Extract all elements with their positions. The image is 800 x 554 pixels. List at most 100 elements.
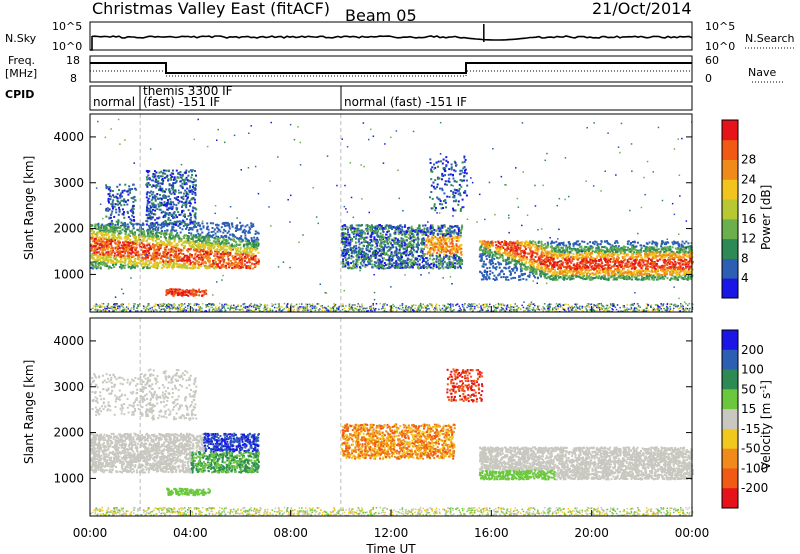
heatmap-cell: [374, 229, 377, 232]
heatmap-cell: [107, 242, 110, 245]
heatmap-cell: [395, 252, 398, 255]
heatmap-cell: [187, 248, 190, 251]
heatmap-cell: [350, 267, 353, 270]
heatmap-cell: [191, 209, 194, 212]
heatmap-cell: [441, 236, 444, 239]
heatmap-cell: [119, 227, 121, 230]
heatmap-cell: [400, 258, 403, 260]
heatmap-cell: [463, 179, 465, 182]
heatmap-cell: [187, 291, 190, 293]
heatmap-cell: [168, 259, 171, 262]
heatmap-cell: [155, 244, 158, 247]
heatmap-cell: [442, 267, 445, 270]
heatmap-cell: [423, 229, 425, 232]
heatmap-cell: [458, 183, 461, 186]
heatmap-cell: [191, 264, 194, 267]
heatmap-cell: [127, 251, 129, 254]
heatmap-cell: [401, 261, 404, 263]
heatmap-cell: [101, 249, 104, 252]
heatmap-cell: [343, 250, 346, 253]
heatmap-cell: [142, 234, 145, 237]
heatmap-cell: [168, 191, 171, 193]
heatmap-cell: [175, 196, 178, 199]
heatmap-cell: [420, 249, 423, 251]
heatmap-cell: [111, 210, 114, 213]
heatmap-cell: [105, 251, 108, 254]
heatmap-cell: [365, 247, 368, 250]
heatmap-cell: [414, 231, 417, 233]
heatmap-cell: [118, 232, 121, 235]
heatmap-cell: [425, 234, 428, 236]
heatmap-cell: [360, 253, 363, 256]
heatmap-cell: [187, 228, 190, 231]
heatmap-cell: [194, 248, 197, 251]
heatmap-cell: [163, 190, 166, 193]
heatmap-cell: [227, 242, 230, 245]
heatmap-cell: [429, 266, 432, 269]
heatmap-cell: [174, 249, 177, 252]
heatmap-cell: [138, 244, 141, 247]
heatmap-cell: [102, 227, 105, 230]
heatmap-cell: [240, 240, 243, 243]
heatmap-cell: [210, 264, 213, 267]
heatmap-cell: [155, 178, 158, 181]
heatmap-cell: [232, 258, 235, 261]
heatmap-cell: [364, 265, 367, 268]
heatmap-cell: [137, 236, 140, 239]
heatmap-cell: [380, 248, 383, 251]
heatmap-cell: [185, 206, 188, 209]
heatmap-cell: [369, 256, 372, 259]
heatmap-cell: [124, 230, 127, 233]
heatmap-cell: [164, 213, 167, 216]
heatmap-cell: [257, 258, 260, 261]
heatmap-cell: [361, 229, 363, 232]
heatmap-cell: [447, 245, 449, 248]
heatmap-cell: [101, 251, 104, 254]
heatmap-cell: [391, 254, 394, 257]
heatmap-cell: [384, 243, 387, 246]
heatmap-cell: [179, 255, 182, 258]
heatmap-cell: [353, 235, 355, 238]
heatmap-cell: [154, 265, 157, 268]
heatmap-cell: [202, 249, 205, 251]
heatmap-cell: [352, 256, 355, 259]
heatmap-cell: [394, 261, 397, 264]
heatmap-cell: [129, 230, 132, 233]
heatmap-cell: [126, 190, 129, 193]
heatmap-cell: [435, 260, 438, 263]
heatmap-cell: [148, 226, 151, 229]
heatmap-cell: [428, 264, 431, 267]
heatmap-cell: [452, 209, 455, 212]
heatmap-cell: [113, 262, 116, 264]
heatmap-cell: [250, 257, 253, 260]
heatmap-cell: [181, 210, 183, 213]
heatmap-cell: [155, 180, 158, 183]
heatmap-cell: [181, 257, 184, 260]
heatmap-cell: [342, 233, 345, 235]
heatmap-cell: [249, 243, 252, 246]
heatmap-cell: [370, 244, 372, 247]
heatmap-cell: [183, 247, 186, 250]
freq-label-2: [MHz]: [5, 67, 37, 80]
heatmap-cell: [190, 216, 193, 219]
heatmap-cell: [456, 266, 459, 269]
heatmap-cell: [380, 242, 383, 245]
heatmap-cell: [235, 230, 237, 232]
heatmap-cell: [633, 251, 636, 254]
heatmap-cell: [116, 259, 119, 262]
heatmap-cell: [455, 243, 458, 246]
heatmap-cell: [127, 199, 130, 202]
heatmap-cell: [177, 252, 180, 255]
heatmap-cell: [147, 182, 150, 185]
heatmap-cell: [345, 250, 348, 253]
heatmap-cell: [105, 247, 108, 250]
heatmap-cell: [140, 249, 143, 252]
heatmap-cell: [457, 259, 460, 262]
heatmap-cell: [185, 171, 187, 174]
heatmap-cell: [190, 253, 193, 256]
heatmap-cell: [190, 267, 193, 270]
heatmap-cell: [254, 230, 257, 233]
heatmap-cell: [371, 231, 374, 234]
heatmap-cell: [442, 207, 445, 209]
heatmap-cell: [428, 265, 431, 268]
